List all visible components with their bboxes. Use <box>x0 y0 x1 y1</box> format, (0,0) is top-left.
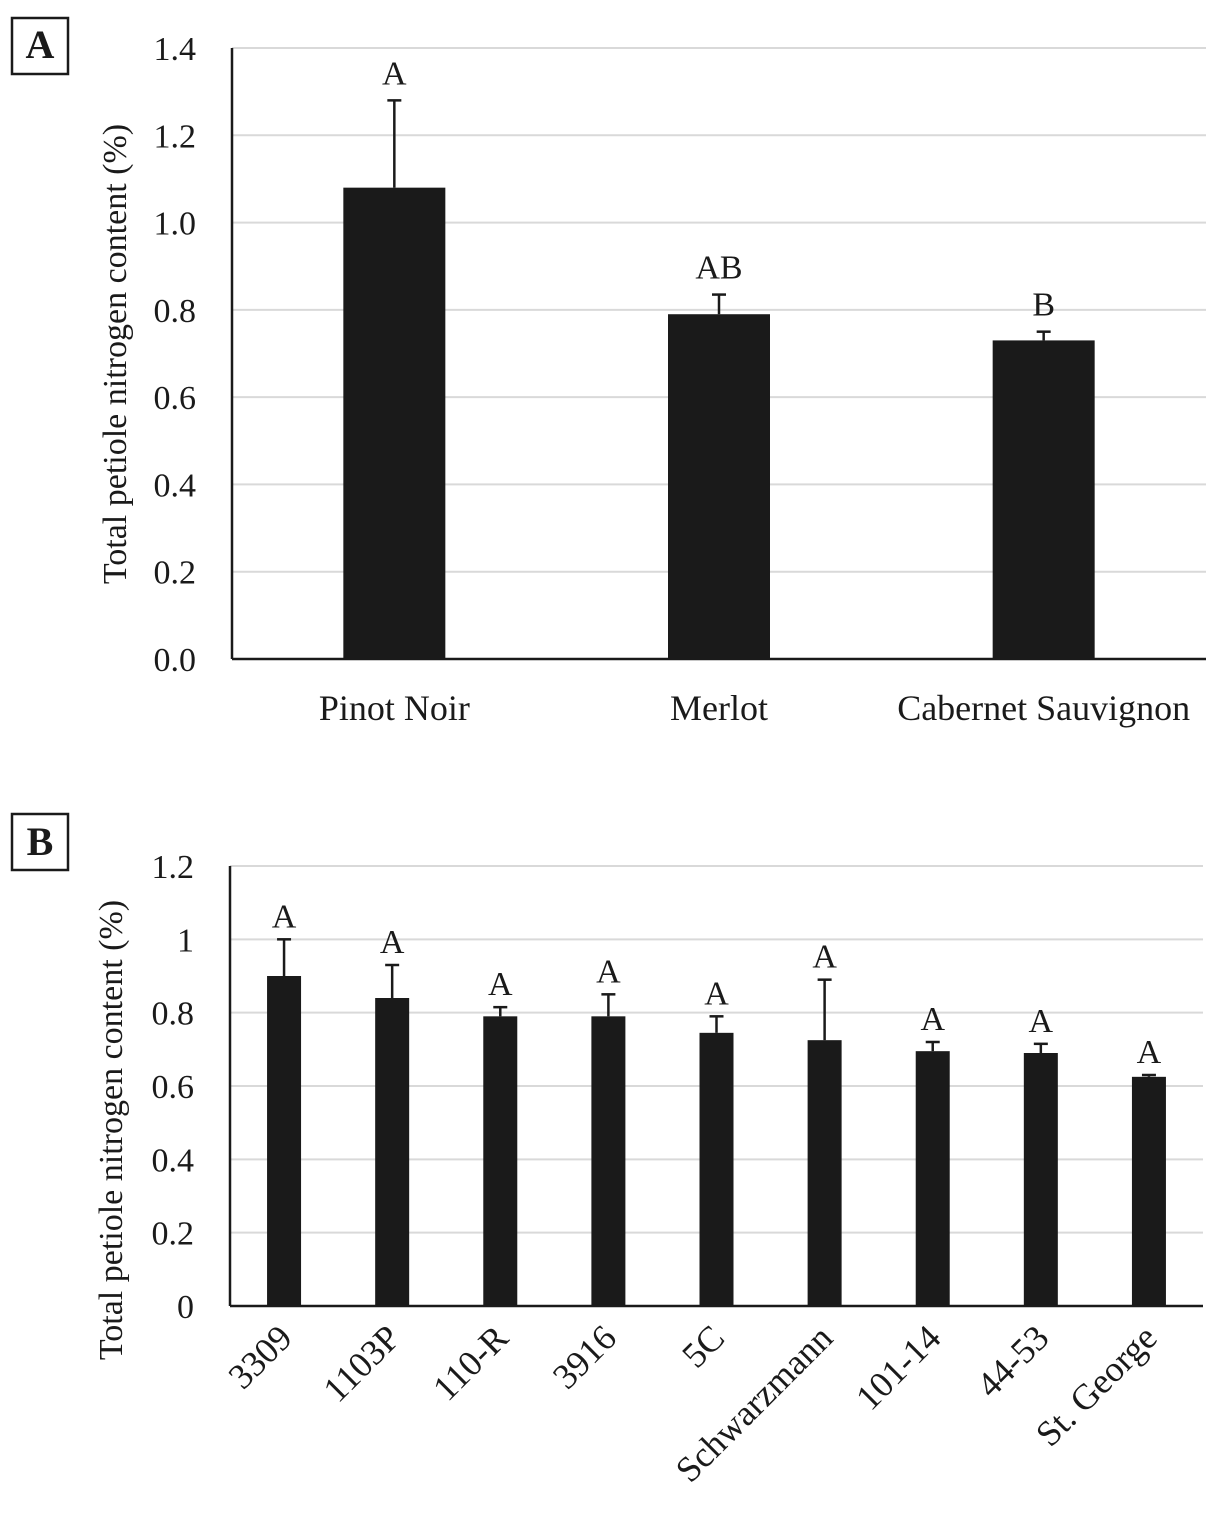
panel-a-y-tick-label: 1.2 <box>154 118 197 155</box>
panel-a-bars <box>343 187 1095 659</box>
panel-b-bar <box>591 1016 626 1306</box>
panel-b-bar <box>483 1016 518 1306</box>
panel-b-significance-letter: A <box>596 953 621 990</box>
panel-b-y-tick-label: 0.6 <box>152 1069 195 1106</box>
panel-a-y-tick-label: 0.0 <box>154 642 197 679</box>
panel-b-y-tick-label: 1 <box>177 922 194 959</box>
panel-b-error-bars <box>277 938 1156 1077</box>
panel-b-bars <box>267 976 1166 1306</box>
panel-a-label-box <box>10 16 70 76</box>
panel-a-significance-letter: A <box>382 55 407 92</box>
panel-a-error-bars <box>387 99 1051 341</box>
panel-b-label: B <box>27 819 54 864</box>
panel-a-y-tick-label: 0.2 <box>154 555 197 592</box>
panel-a-y-tick-label: 1.0 <box>154 206 197 243</box>
panel-b-y-tick-label: 0.8 <box>152 996 195 1033</box>
panel-a-y-tick-label: 0.4 <box>154 467 197 504</box>
panel-b-category-label: 110-R <box>425 1317 516 1408</box>
panel-b-category-label: 5C <box>674 1317 732 1375</box>
panel-b-axes <box>228 866 1203 1308</box>
panel-b-y-tick-label: 0.4 <box>152 1142 195 1179</box>
panel-b-significance-letter: A <box>488 966 513 1003</box>
panel-b-bar <box>1131 1076 1166 1306</box>
panel-a-bar <box>992 340 1095 659</box>
panel-b-category-label: 3916 <box>545 1317 624 1396</box>
panel-b-significance-letter: A <box>812 939 837 976</box>
panel-a-category-label: Merlot <box>670 688 768 728</box>
panel-a-category-label: Pinot Noir <box>319 688 470 728</box>
panel-b-y-axis-title: Total petiole nitrogen content (%) <box>93 900 130 1360</box>
panel-b-significance-letter: A <box>380 924 405 961</box>
panel-a-significance-letters: A AB B <box>382 55 1055 323</box>
panel-a-category-labels: Pinot Noir Merlot Cabernet Sauvignon <box>319 688 1190 728</box>
panel-a-category-label: Cabernet Sauvignon <box>897 688 1190 728</box>
panel-a-bar <box>668 314 770 659</box>
panel-a-y-axis-title: Total petiole nitrogen content (%) <box>97 124 134 584</box>
panel-b-bar <box>267 976 302 1306</box>
panel-a-chart: A 0.0 0.2 0.4 0.6 0.8 1.0 1.2 1.4 Pinot Noir Mer… <box>10 16 1206 728</box>
panel-a-significance-letter: B <box>1032 287 1055 324</box>
panel-a-label: A <box>26 22 55 67</box>
panel-b-category-label: 44-53 <box>969 1317 1057 1405</box>
panel-b-tick-labels: 0 0.2 0.4 0.6 0.8 1 1.2 <box>152 849 195 1326</box>
panel-b-category-label: 3309 <box>221 1317 300 1396</box>
panel-b-significance-letter: A <box>1029 1003 1054 1040</box>
panel-b-category-label: 101-14 <box>848 1317 948 1417</box>
panel-a-significance-letter: AB <box>695 250 742 287</box>
panel-b-significance-letter: A <box>1137 1034 1162 1071</box>
panel-b-y-tick-label: 0.2 <box>152 1216 195 1253</box>
panel-a-axes <box>230 48 1206 661</box>
panel-b-y-tick-label: 0 <box>177 1289 194 1326</box>
panel-a-y-tick-label: 0.8 <box>154 293 197 330</box>
panel-b-label-box <box>10 812 70 872</box>
panel-b-significance-letter: A <box>704 975 729 1012</box>
panel-a-y-tick-label: 0.6 <box>154 380 197 417</box>
panel-b-y-tick-label: 1.2 <box>152 849 195 886</box>
panel-b-category-label: 1103P <box>315 1317 407 1409</box>
panel-b-significance-letter: A <box>272 898 297 935</box>
panel-b-chart: B 0 0.2 0.4 0.6 0.8 1 1.2 3309 1103P 110-R 3916 5C… <box>10 812 1203 1490</box>
panel-b-bar <box>915 1051 950 1306</box>
panel-b-bar <box>699 1032 734 1306</box>
panel-a-tick-labels: 0.0 0.2 0.4 0.6 0.8 1.0 1.2 1.4 <box>154 31 197 679</box>
panel-b-bar <box>375 998 410 1306</box>
panel-b-bar <box>807 1040 842 1306</box>
panel-b-bar <box>1023 1053 1058 1306</box>
panel-b-significance-letter: A <box>920 1001 945 1038</box>
panel-a-bar <box>343 187 446 659</box>
panel-a-y-tick-label: 1.4 <box>154 31 197 68</box>
panel-b-significance-letters: A A A A A A A A A <box>272 898 1162 1071</box>
